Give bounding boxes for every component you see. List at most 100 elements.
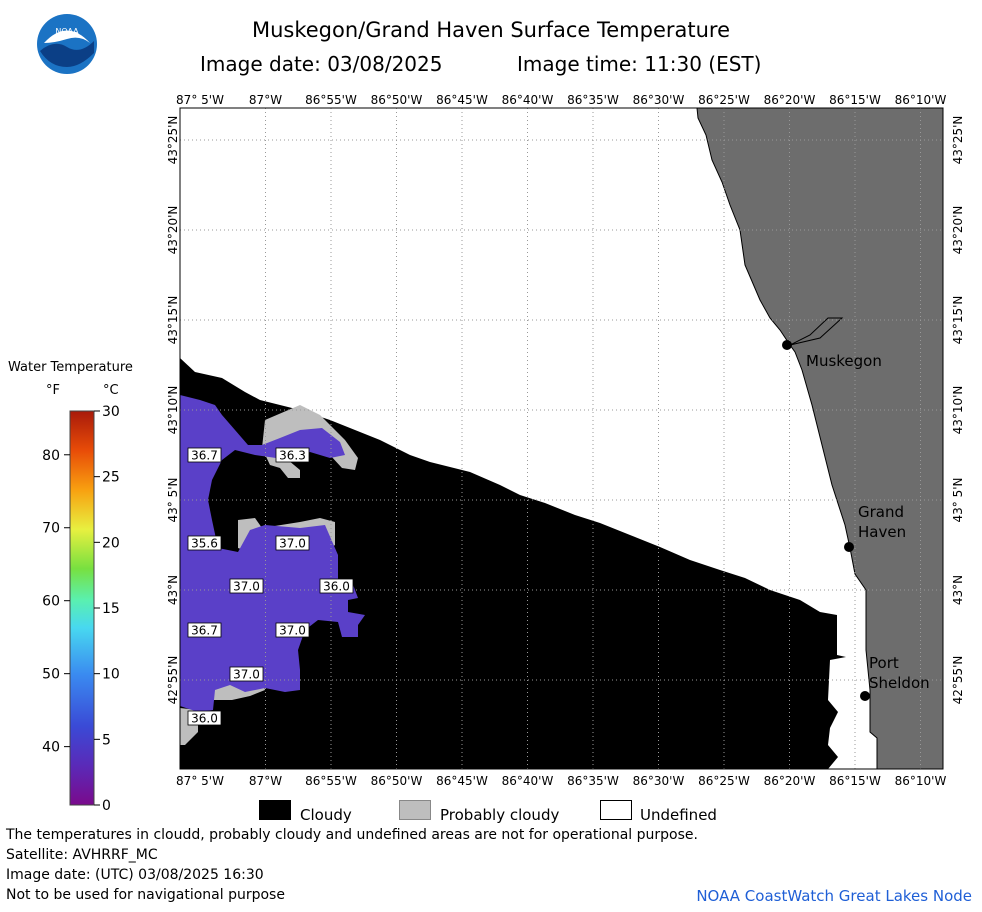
footer-navigation-warning: Not to be used for navigational purpose [6, 887, 285, 903]
latitude-label: 43°20'N [951, 206, 965, 255]
temperature-label-box [187, 710, 222, 726]
latitude-label: 43°10'N [166, 386, 180, 435]
undefined-swatch [600, 800, 632, 820]
longitude-label: 86°40'W [502, 93, 554, 107]
longitude-label: 86°15'W [829, 774, 881, 788]
longitude-label: 87°W [249, 93, 282, 107]
longitude-label: 86°10'W [895, 93, 947, 107]
celsius-tick-label: 10 [102, 667, 120, 683]
celsius-tick-label: 5 [102, 732, 111, 748]
latitude-label: 43°N [166, 575, 180, 605]
longitude-label: 86°45'W [436, 774, 488, 788]
place-marker [844, 542, 854, 552]
temperature-label-box [275, 535, 310, 551]
temperature-label-box [229, 578, 264, 594]
image-date: Image date: 03/08/2025 [200, 52, 443, 76]
longitude-label: 87°W [249, 774, 282, 788]
fahrenheit-tick-label: 60 [42, 594, 60, 610]
longitude-label: 86°55'W [305, 93, 357, 107]
noaa-logo-icon: NOAA [37, 14, 97, 74]
legend-title: Water Temperature [8, 360, 133, 375]
latitude-label: 43°15'N [166, 296, 180, 345]
map-border [179, 107, 944, 770]
place-markers: Muskegon Grand Haven Port Sheldon [782, 340, 930, 701]
fahrenheit-tick-label: 40 [42, 740, 60, 756]
place-label: Muskegon [806, 352, 882, 370]
cloudy-swatch [259, 800, 291, 820]
place-marker [860, 691, 870, 701]
footer-satellite: Satellite: AVHRRF_MC [6, 847, 158, 863]
longitude-label: 86°20'W [764, 93, 816, 107]
temperature-label: 35.6 [191, 537, 218, 551]
longitude-label: 86°55'W [305, 774, 357, 788]
temperature-label-box [275, 447, 310, 463]
credit-link[interactable]: NOAA CoastWatch Great Lakes Node [696, 887, 972, 905]
place-label: Haven [858, 523, 906, 541]
celsius-tick-label: 0 [102, 798, 111, 814]
logo-text: NOAA [55, 27, 79, 36]
cloudy-label: Cloudy [300, 806, 352, 824]
temperature-label: 36.3 [279, 449, 306, 463]
temperature-label-box [275, 622, 310, 638]
undefined-label: Undefined [640, 806, 717, 824]
place-marker [782, 340, 792, 350]
longitude-label: 86°10'W [895, 774, 947, 788]
temperature-label: 36.0 [191, 712, 218, 726]
temperature-label-box [187, 447, 222, 463]
image-time: Image time: 11:30 (EST) [517, 52, 762, 76]
water-temperature-areas [180, 395, 365, 712]
color-scale-bar [69, 410, 95, 806]
longitude-label: 86°35'W [567, 93, 619, 107]
temperature-label: 36.0 [323, 580, 350, 594]
latitude-labels-right: 43°25'N 43°20'N 43°15'N 43°10'N 43° 5'N 43°N 4… [951, 116, 965, 705]
fahrenheit-tick-label: 70 [42, 521, 60, 537]
longitude-label: 86°50'W [371, 93, 423, 107]
longitude-label: 86°35'W [567, 774, 619, 788]
place-label: Port [869, 654, 899, 672]
longitude-label: 86°25'W [698, 774, 750, 788]
temperature-label: 36.7 [191, 624, 218, 638]
latitude-label: 43° 5'N [166, 478, 180, 523]
celsius-tick-label: 15 [102, 601, 120, 617]
temperature-label: 37.0 [233, 580, 260, 594]
probably-cloudy-label: Probably cloudy [440, 806, 560, 824]
page-title: Muskegon/Grand Haven Surface Temperature [251, 18, 731, 42]
temperature-label: 37.0 [279, 537, 306, 551]
longitude-label: 86°50'W [371, 774, 423, 788]
celsius-tick-label: 25 [102, 470, 120, 486]
temperature-label-box [229, 666, 264, 682]
latitude-labels-left: 43°25'N 43°20'N 43°15'N 43°10'N 43° 5'N 43°N 4… [166, 116, 180, 705]
legend-unit-c: °C [103, 383, 119, 398]
temperature-labels: 36.7 36.3 35.6 37.0 37.0 36.0 36.7 37.0 37.0 36.0 [187, 447, 354, 726]
latitude-label: 42°55'N [166, 656, 180, 705]
longitude-label: 86°15'W [829, 93, 881, 107]
temperature-label: 37.0 [233, 668, 260, 682]
latitude-label: 43°25'N [166, 116, 180, 165]
latitude-label: 42°55'N [951, 656, 965, 705]
longitude-labels-top: 87° 5'W 87°W 86°55'W 86°50'W 86°45'W 86°40'W 8… [176, 93, 946, 107]
latitude-label: 43°10'N [951, 386, 965, 435]
temperature-label-box [187, 535, 222, 551]
longitude-label: 86°30'W [633, 774, 685, 788]
footer-disclaimer: The temperatures in cloudd, probably clo… [6, 827, 698, 843]
fahrenheit-tick-label: 50 [42, 667, 60, 683]
celsius-tick-label: 30 [102, 404, 120, 420]
fahrenheit-tick-label: 80 [42, 448, 60, 464]
latitude-label: 43°20'N [166, 206, 180, 255]
longitude-label: 87° 5'W [176, 93, 224, 107]
longitude-label: 86°25'W [698, 93, 750, 107]
legend-unit-f: °F [46, 383, 60, 398]
place-label: Grand [858, 503, 904, 521]
latitude-label: 43°25'N [951, 116, 965, 165]
temperature-label-box [187, 622, 222, 638]
latitude-label: 43° 5'N [951, 478, 965, 523]
place-label: Sheldon [869, 674, 930, 692]
temperature-label: 37.0 [279, 624, 306, 638]
probably-cloudy-swatch [399, 800, 431, 820]
longitude-label: 86°20'W [764, 774, 816, 788]
footer-image-date-utc: Image date: (UTC) 03/08/2025 16:30 [6, 867, 264, 883]
latitude-label: 43°N [951, 575, 965, 605]
latitude-label: 43°15'N [951, 296, 965, 345]
